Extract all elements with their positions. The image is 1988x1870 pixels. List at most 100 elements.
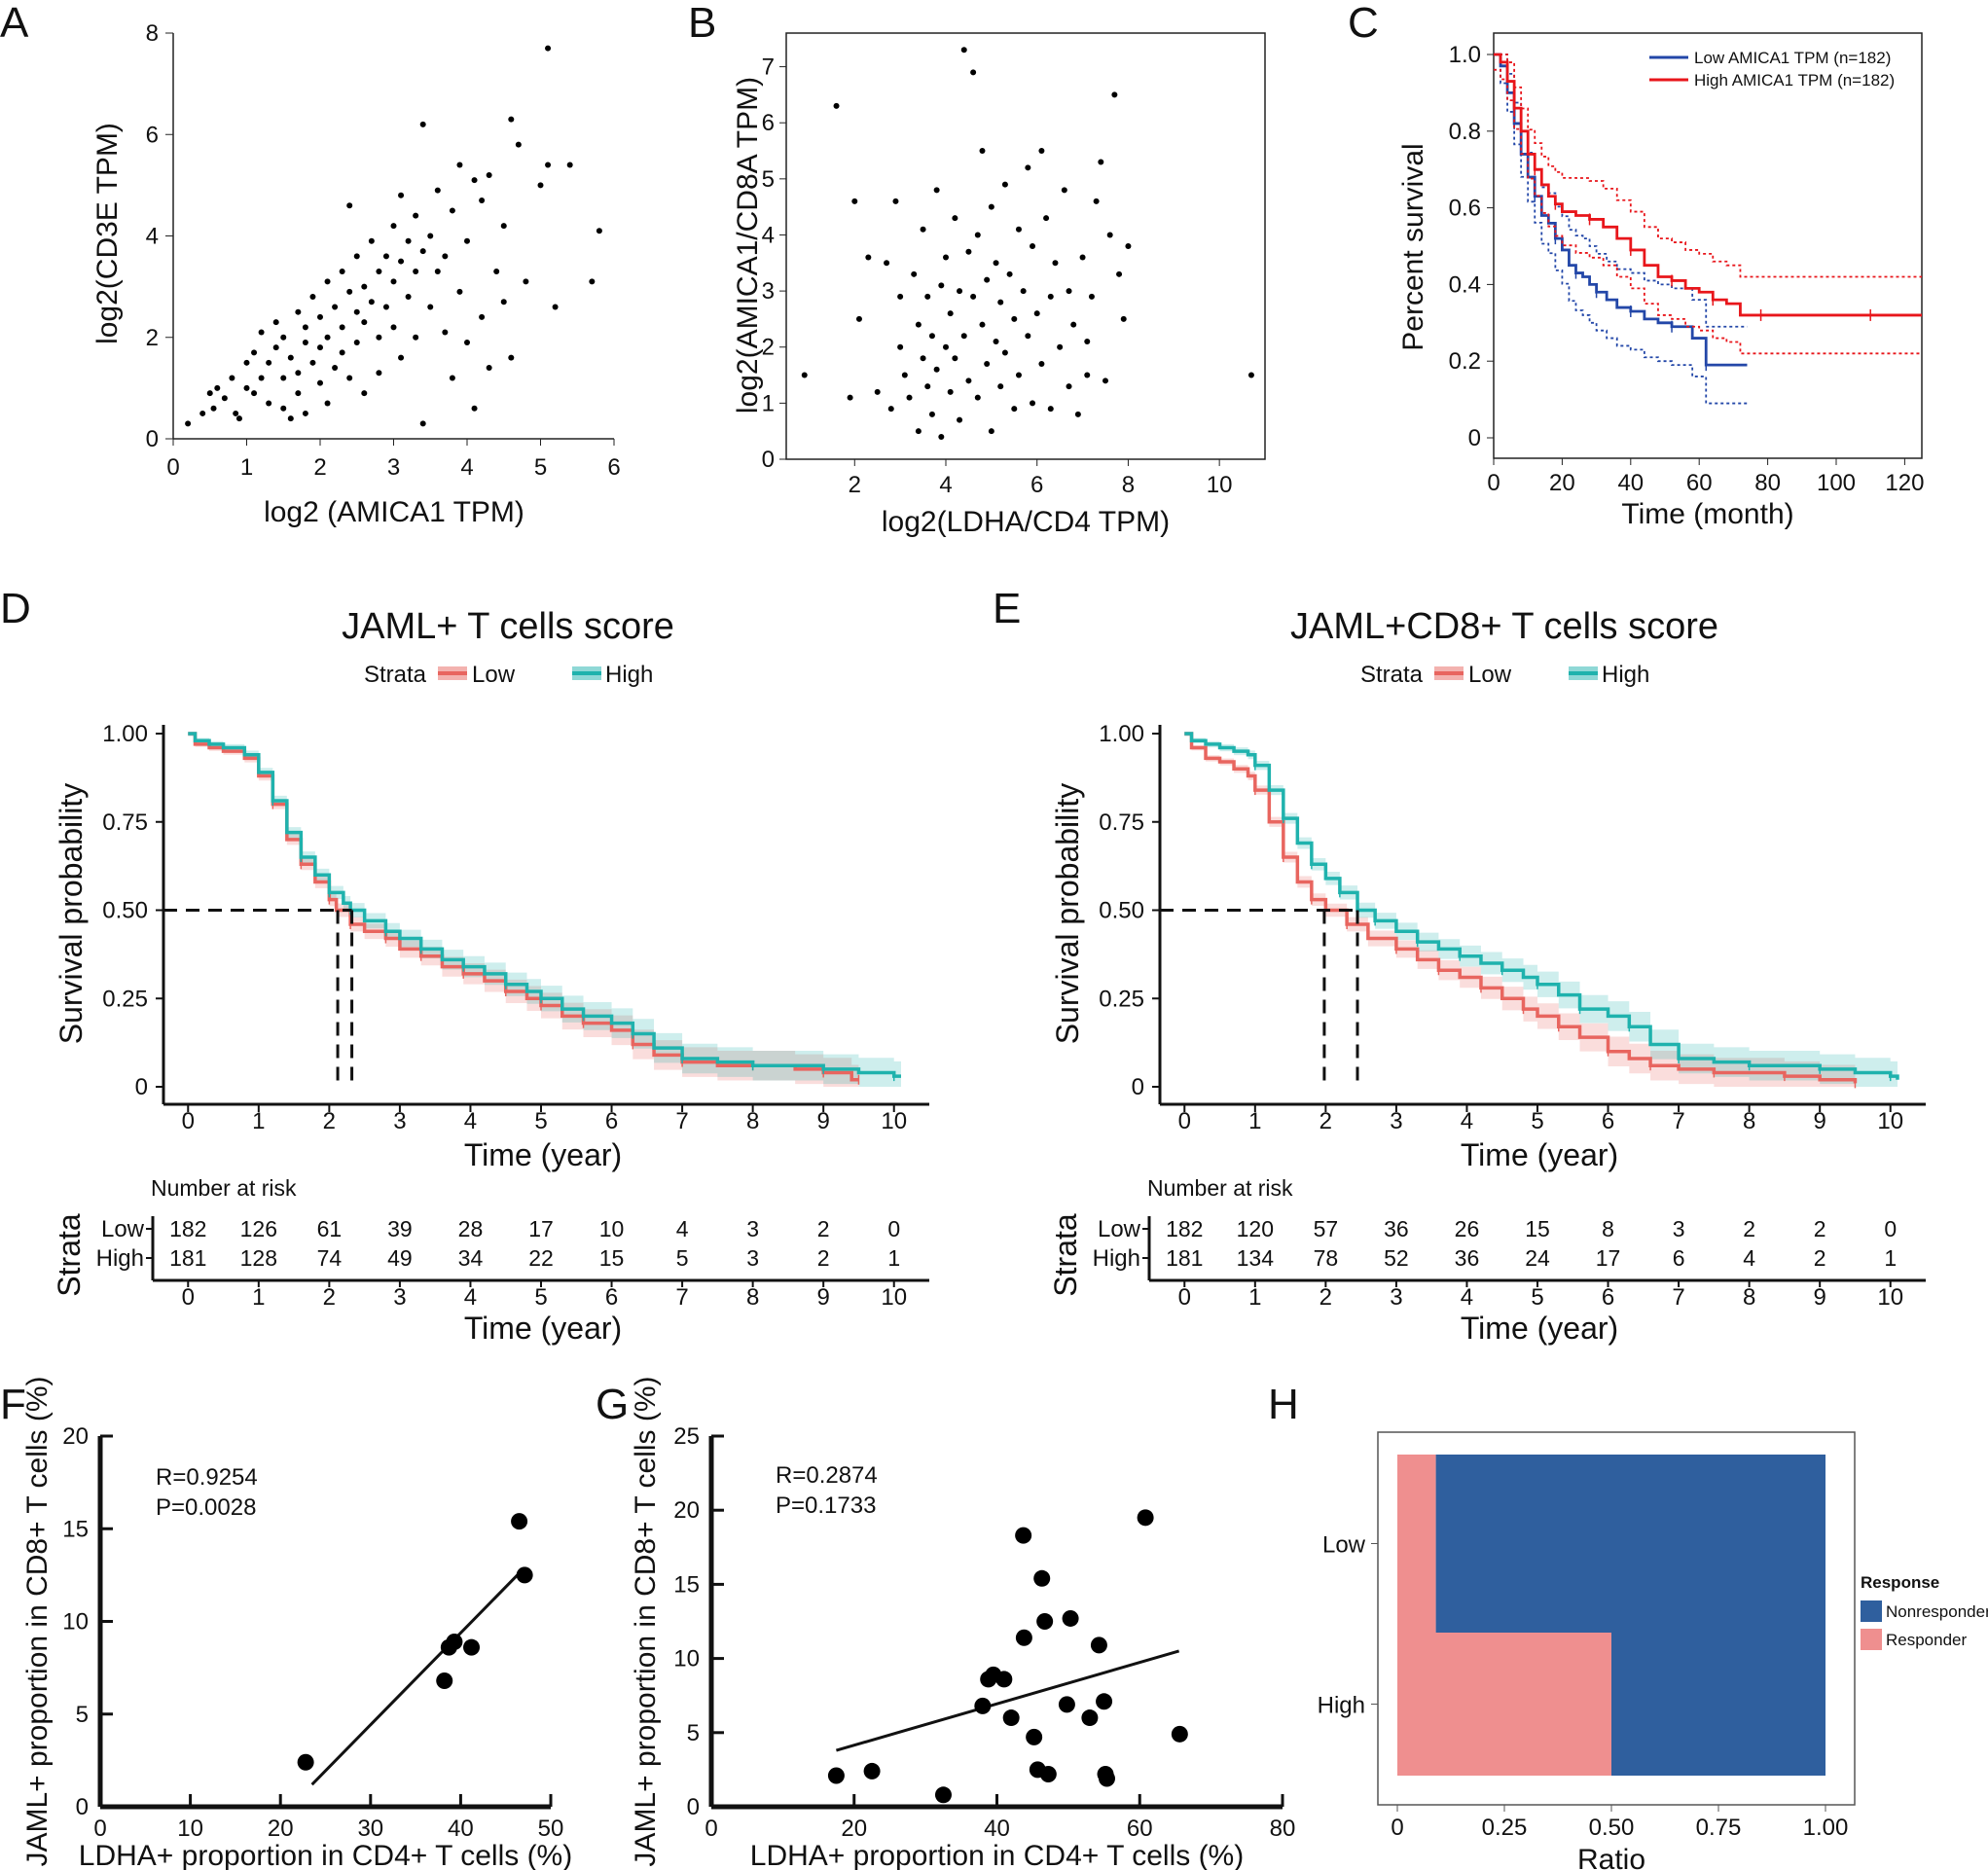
risk-x-tick-label: 5: [534, 1284, 547, 1311]
data-point-B: [1093, 198, 1100, 204]
data-point-B: [1084, 372, 1091, 378]
data-point-A: [376, 268, 382, 274]
bar-nonresponder-high: [1611, 1633, 1825, 1776]
scatter-F: 0 10 20 30 40 50 0 5 10 15 20 R=0.9254 P=0.0028 LDHA+…: [21, 1376, 572, 1870]
x-tick-label-F: 0: [93, 1816, 106, 1842]
data-point-G: [1036, 1613, 1054, 1630]
risk-x-tick-label: 10: [1877, 1284, 1903, 1311]
risk-y-label-D: Strata: [52, 1213, 87, 1297]
risk-count-low: 0: [1884, 1216, 1897, 1241]
data-point-G: [1002, 1709, 1020, 1727]
category-label-high: High: [1318, 1693, 1365, 1719]
data-point-A: [346, 288, 353, 295]
data-point-A: [258, 329, 265, 336]
y-tick-label-B: 5: [762, 166, 775, 193]
data-point-A: [295, 390, 302, 397]
y-tick-label-F: 10: [62, 1609, 89, 1636]
data-point-A: [500, 299, 507, 306]
x-tick-label-E: 8: [1743, 1108, 1755, 1134]
data-point-B: [1011, 315, 1018, 322]
legend-label-low: Low: [472, 662, 516, 688]
y-tick-label-F: 0: [76, 1794, 89, 1820]
data-point-G: [827, 1767, 845, 1784]
x-tick-label-A: 6: [607, 454, 620, 481]
x-tick-label-G: 20: [841, 1816, 867, 1842]
data-point-B: [915, 428, 922, 435]
data-point-B: [997, 299, 1004, 306]
data-point-B: [1015, 372, 1022, 378]
ci-band-high: [188, 734, 901, 1087]
risk-count-high: 6: [1673, 1245, 1685, 1271]
y-tick-label-F: 5: [76, 1702, 89, 1728]
risk-x-tick-label: 1: [1248, 1284, 1261, 1311]
data-point-A: [258, 375, 265, 381]
risk-x-label-D: Time (year): [464, 1311, 622, 1346]
data-point-B: [920, 355, 926, 362]
data-point-B: [947, 388, 954, 395]
data-point-B: [1025, 333, 1031, 340]
data-point-A: [266, 359, 272, 366]
y-tick-label-A: 8: [146, 20, 159, 47]
x-tick-label-E: 5: [1531, 1108, 1543, 1134]
data-point-A: [368, 237, 375, 244]
risk-count-low: 3: [746, 1216, 759, 1241]
data-point-G: [1098, 1770, 1115, 1787]
data-point-B: [993, 338, 999, 344]
data-point-A: [185, 420, 192, 427]
data-point-A: [251, 390, 258, 397]
panel-label-h: H: [1268, 1381, 1299, 1428]
risk-count-high: 181: [1166, 1245, 1203, 1271]
x-tick-label-G: 80: [1270, 1816, 1296, 1842]
data-point-A: [419, 420, 426, 427]
x-axis-label-B: log2(LDHA/CD4 TPM): [882, 506, 1170, 538]
x-tick-label-G: 40: [984, 1816, 1010, 1842]
data-point-A: [353, 339, 360, 345]
risk-count-high: 1: [1884, 1245, 1897, 1271]
data-point-A: [309, 294, 316, 301]
risk-count-high: 5: [676, 1245, 689, 1271]
legend-title-D: Strata: [364, 662, 427, 688]
data-point-A: [361, 319, 368, 326]
data-point-B: [1015, 226, 1022, 233]
x-tick-label-A: 1: [240, 454, 253, 481]
data-point-A: [390, 278, 397, 285]
data-point-A: [332, 304, 339, 310]
risk-count-low: 36: [1384, 1216, 1409, 1241]
data-point-A: [589, 278, 596, 285]
data-point-A: [251, 349, 258, 356]
panel-label-e: E: [993, 585, 1021, 632]
data-point-A: [413, 268, 419, 274]
data-point-A: [272, 319, 279, 326]
y-axis-label-G: JAML+ proportion in CD8+ T cells (%): [630, 1376, 662, 1866]
data-point-B: [952, 355, 958, 362]
data-point-A: [413, 334, 419, 341]
data-point-A: [405, 237, 412, 244]
x-tick-label-F: 40: [448, 1816, 474, 1842]
data-point-B: [988, 428, 994, 435]
y-axis-label-E: Survival probability: [1050, 783, 1085, 1045]
data-point-A: [500, 223, 507, 230]
risk-count-high: 15: [599, 1245, 625, 1271]
data-point-B: [979, 321, 986, 328]
data-point-A: [596, 228, 602, 234]
legend-swatch-responder: [1861, 1629, 1882, 1650]
data-point-F: [446, 1633, 463, 1650]
chart-title-E: JAML+CD8+ T cells score: [1290, 606, 1718, 647]
data-point-A: [456, 288, 463, 295]
x-axis-label-E: Time (year): [1461, 1137, 1618, 1172]
data-point-A: [471, 405, 478, 412]
data-point-A: [210, 405, 217, 412]
data-point-B: [1106, 232, 1113, 238]
data-point-A: [471, 177, 478, 184]
km-E: JAML+CD8+ T cells score Strata Low High 0 1 2 3…: [1048, 606, 1926, 1346]
stat-p-F: P=0.0028: [156, 1494, 256, 1521]
risk-count-low: 120: [1237, 1216, 1274, 1241]
y-tick-label-B: 7: [762, 54, 775, 81]
data-point-B: [897, 293, 904, 300]
x-tick-label-H: 0: [1391, 1815, 1403, 1841]
data-point-A: [361, 283, 368, 290]
data-point-B: [1125, 243, 1132, 249]
x-tick-label-G: 60: [1127, 1816, 1153, 1842]
data-point-B: [801, 372, 808, 378]
y-axis-label-B: log2(AMICA1/CD8A TPM): [732, 77, 764, 414]
